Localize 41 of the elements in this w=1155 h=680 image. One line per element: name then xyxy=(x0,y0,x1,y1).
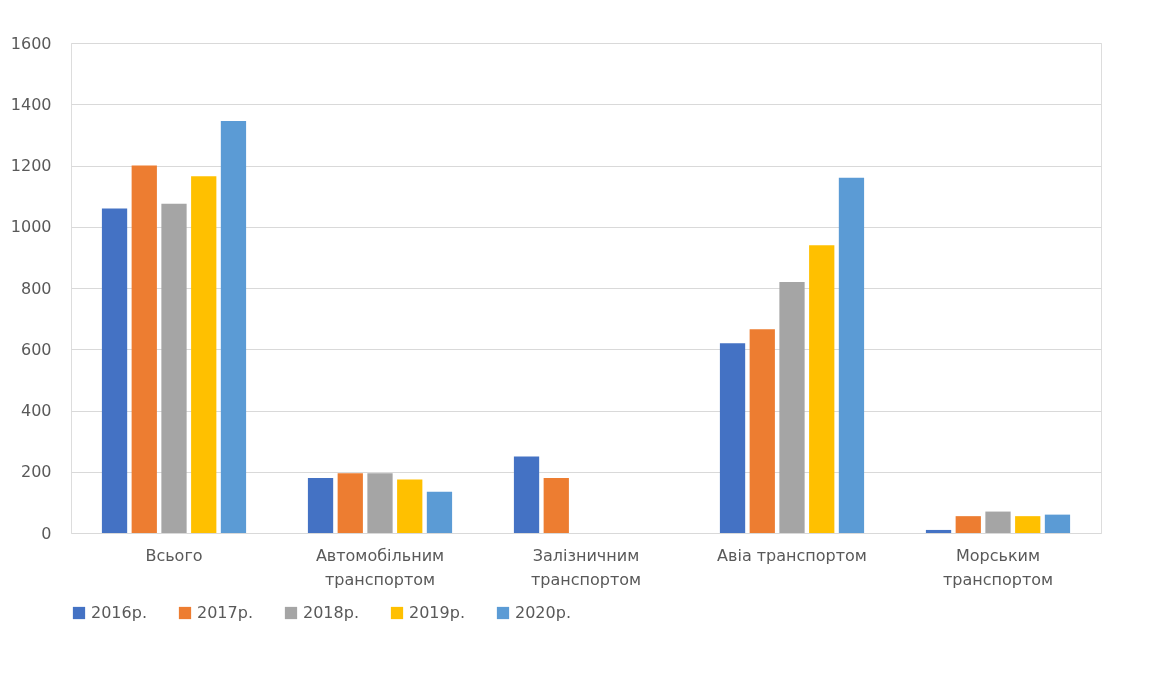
bar xyxy=(1015,516,1041,533)
x-tick-label: Всього xyxy=(145,545,203,565)
bar xyxy=(220,121,247,533)
bar xyxy=(838,177,865,533)
y-tick-label: 1200 xyxy=(10,156,52,175)
bar xyxy=(779,281,805,533)
legend-label: 2017р. xyxy=(197,603,253,622)
bar xyxy=(307,477,334,533)
bar xyxy=(191,176,217,533)
y-tick-label: 600 xyxy=(20,339,52,359)
x-tick-label: Залізничним транспортом xyxy=(530,545,642,589)
y-tick-label: 1000 xyxy=(10,217,52,237)
y-tick-label: 0 xyxy=(41,523,52,543)
legend-label: 2020р. xyxy=(515,603,571,622)
bar xyxy=(985,511,1011,533)
bar xyxy=(513,456,540,533)
bar xyxy=(426,491,453,533)
bar xyxy=(925,529,952,533)
bar xyxy=(955,516,981,533)
y-tick-label: 1400 xyxy=(10,94,52,114)
legend-label: 2019р. xyxy=(409,603,465,622)
y-tick-label: 800 xyxy=(20,278,52,298)
y-tick-label: 1600 xyxy=(10,33,52,53)
x-tick-label: Морським транспортом xyxy=(942,545,1054,589)
bar xyxy=(1044,514,1071,533)
y-tick-label: 200 xyxy=(20,462,52,482)
bar xyxy=(367,473,393,533)
y-tick-label: 400 xyxy=(20,401,52,420)
bar xyxy=(749,329,775,533)
legend-label: 2016р. xyxy=(91,603,147,622)
bar xyxy=(397,479,423,533)
legend-label: 2018р. xyxy=(303,603,359,622)
bar xyxy=(543,477,569,533)
bar xyxy=(161,203,187,533)
bar xyxy=(809,245,835,533)
x-tick-label: Авіа транспортом xyxy=(717,545,867,565)
bar xyxy=(719,343,746,533)
bar xyxy=(131,165,157,533)
x-tick-label: Автомобільним транспортом xyxy=(315,545,445,589)
bar xyxy=(337,473,363,533)
bar xyxy=(101,208,128,533)
